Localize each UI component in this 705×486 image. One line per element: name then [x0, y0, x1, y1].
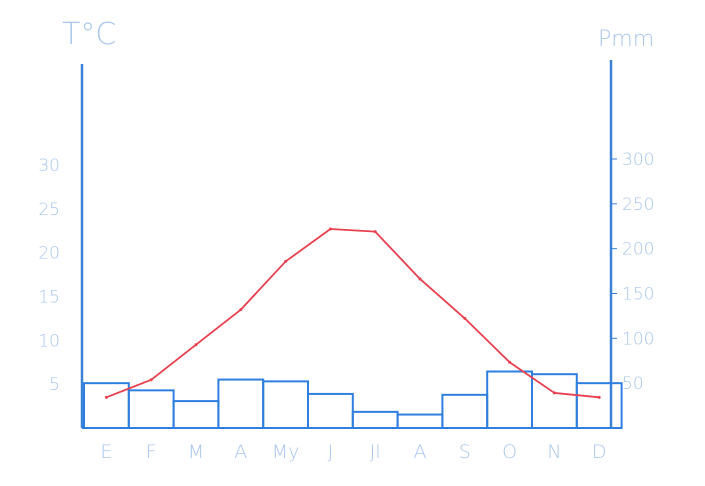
month-label: D	[592, 441, 607, 463]
left-tick-label: 5	[49, 375, 60, 395]
precipitation-bar	[441, 393, 489, 429]
left-tick-label: 25	[38, 200, 60, 220]
precipitation-bar	[127, 389, 175, 429]
temperature-point	[508, 360, 512, 364]
temperature-point	[463, 316, 467, 320]
left-tick-label: 10	[38, 331, 60, 351]
month-label: M	[188, 441, 204, 463]
right-tick-label: 50	[622, 374, 644, 394]
precipitation-bar	[307, 392, 354, 429]
temperature-point	[552, 391, 556, 395]
precipitation-bar	[351, 410, 399, 429]
temperature-point	[373, 230, 377, 234]
precipitation-bar	[217, 378, 265, 429]
month-label: N	[547, 441, 561, 463]
right-tick-label: 100	[622, 329, 654, 349]
precipitation-bar	[396, 413, 444, 429]
right-tick-labels: 50 100 150 200 250 300	[611, 150, 654, 394]
month-labels: E F M A My J Jl A S O N D	[100, 441, 606, 463]
temperature-polyline	[105, 228, 601, 399]
precipitation-bar	[262, 380, 310, 429]
temperature-point	[597, 395, 601, 399]
left-tick-label: 20	[38, 244, 60, 264]
temperature-line	[104, 227, 601, 399]
precipitation-bar	[575, 382, 623, 429]
month-label: E	[100, 441, 112, 463]
precipitation-bar	[486, 370, 534, 430]
temperature-point	[284, 259, 288, 263]
left-tick-label: 30	[38, 156, 60, 176]
temperature-point	[194, 343, 198, 347]
left-tick-labels: 5 10 15 20 25 30	[38, 156, 60, 395]
temperature-point	[104, 395, 108, 399]
month-label: J	[328, 441, 334, 463]
right-tick-label: 200	[622, 240, 654, 260]
month-label: O	[502, 441, 517, 463]
temperature-point	[418, 277, 422, 281]
right-tick-label: 300	[622, 150, 654, 170]
precipitation-bar	[172, 400, 220, 430]
month-label: F	[146, 441, 157, 463]
y-axis-label-right: Pmm	[598, 27, 654, 52]
month-label: My	[272, 441, 300, 463]
left-tick-label: 15	[38, 288, 60, 308]
month-label: Jl	[370, 441, 381, 463]
temperature-point	[149, 378, 153, 382]
temperature-point	[328, 227, 332, 231]
temperature-point	[239, 308, 243, 312]
y-axis-label-left: T°C	[62, 17, 116, 52]
month-label: S	[459, 441, 471, 463]
month-label: A	[414, 441, 427, 463]
precipitation-bar	[83, 382, 130, 429]
month-label: A	[234, 441, 247, 463]
right-tick-label: 150	[622, 285, 654, 305]
right-tick-label: 250	[622, 195, 654, 215]
precipitation-bars	[83, 370, 623, 430]
